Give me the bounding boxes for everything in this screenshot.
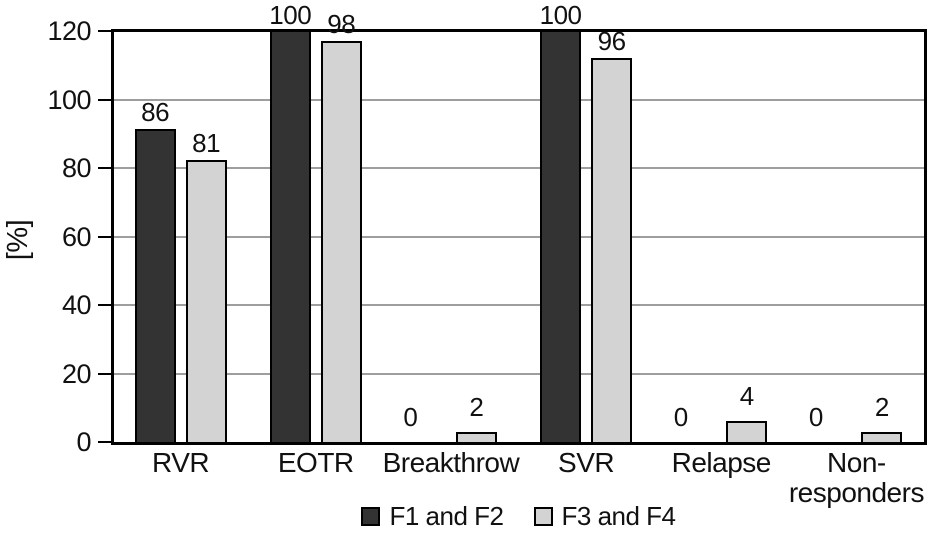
gridline-20 (113, 372, 924, 375)
value-label-f1-and-f2-relapse: 0 (673, 402, 688, 432)
x-category-label-non-responders: Non-responders (771, 448, 929, 508)
gridline-100 (113, 98, 924, 101)
y-tick-mark-80 (98, 167, 113, 169)
gridline-40 (113, 304, 924, 306)
legend-swatch-f3-and-f4 (533, 506, 553, 526)
x-category-label-line: Relapse (671, 447, 772, 478)
bar-f3-and-f4-svr (591, 58, 633, 442)
y-tick-label-60: 60 (61, 221, 92, 252)
x-axis-line (111, 442, 926, 445)
bar-f3-and-f4-rvr (185, 160, 227, 442)
value-label-f3-and-f4-eotr: 98 (327, 9, 356, 40)
legend: F1 and F2 F3 and F4 (113, 502, 924, 530)
gridline-60 (113, 235, 924, 238)
x-category-label-breakthrow: Breakthrow (366, 448, 536, 478)
plot-border-top (111, 29, 926, 32)
bar-f3-and-f4-non-responders (861, 431, 903, 442)
x-category-label-line: Breakthrow (382, 447, 520, 478)
y-tick-label-80: 80 (61, 153, 92, 183)
bar-f1-and-f2-rvr (134, 128, 176, 442)
legend-item-f1-and-f2: F1 and F2 (361, 501, 504, 531)
y-axis-line (111, 29, 114, 445)
value-label-f1-and-f2-svr: 100 (539, 0, 582, 30)
y-tick-label-100: 100 (47, 84, 91, 115)
x-category-label-relapse: Relapse (636, 448, 806, 478)
plot-border-right (924, 29, 927, 445)
plot-area (113, 31, 924, 442)
legend-item-f3-and-f4: F3 and F4 (533, 501, 677, 531)
y-tick-mark-40 (98, 304, 113, 306)
y-tick-mark-100 (98, 98, 113, 101)
value-label-f3-and-f4-breakthrow: 2 (469, 391, 484, 422)
value-label-f1-and-f2-breakthrow: 0 (403, 402, 418, 432)
bar-f3-and-f4-eotr (320, 41, 362, 442)
value-label-f3-and-f4-svr: 96 (597, 26, 626, 57)
x-category-label-line: responders (788, 477, 925, 508)
x-category-label-line: RVR (152, 447, 210, 478)
y-tick-label-120: 120 (47, 16, 91, 46)
x-category-label-line: EOTR (277, 447, 354, 478)
gridline-80 (113, 167, 924, 169)
bar-f1-and-f2-svr (540, 31, 582, 442)
y-tick-label-40: 40 (61, 290, 92, 320)
y-tick-mark-20 (98, 372, 113, 375)
x-category-label-eotr: EOTR (231, 448, 401, 478)
x-category-label-svr: SVR (501, 448, 671, 478)
y-tick-mark-120 (98, 30, 113, 32)
value-label-f3-and-f4-relapse: 4 (739, 381, 754, 412)
y-tick-label-0: 0 (76, 427, 91, 457)
bar-f1-and-f2-eotr (269, 31, 311, 442)
y-tick-label-20: 20 (61, 358, 92, 389)
bar-f3-and-f4-relapse (726, 421, 768, 442)
bar-f3-and-f4-breakthrow (455, 431, 497, 442)
y-tick-mark-60 (98, 235, 113, 238)
legend-swatch-f1-and-f2 (361, 506, 381, 526)
legend-label-f1-and-f2: F1 and F2 (389, 501, 504, 531)
value-label-f1-and-f2-non-responders: 0 (808, 402, 823, 432)
x-category-label-line: Non- (827, 447, 886, 478)
x-category-label-line: SVR (558, 447, 615, 478)
x-category-label-rvr: RVR (96, 448, 266, 478)
value-label-f3-and-f4-rvr: 81 (192, 128, 221, 159)
legend-label-f3-and-f4: F3 and F4 (561, 501, 677, 531)
y-tick-mark-0 (98, 441, 113, 443)
value-label-f1-and-f2-eotr: 100 (269, 0, 312, 30)
value-label-f1-and-f2-rvr: 86 (141, 96, 170, 127)
value-label-f3-and-f4-non-responders: 2 (874, 391, 889, 422)
